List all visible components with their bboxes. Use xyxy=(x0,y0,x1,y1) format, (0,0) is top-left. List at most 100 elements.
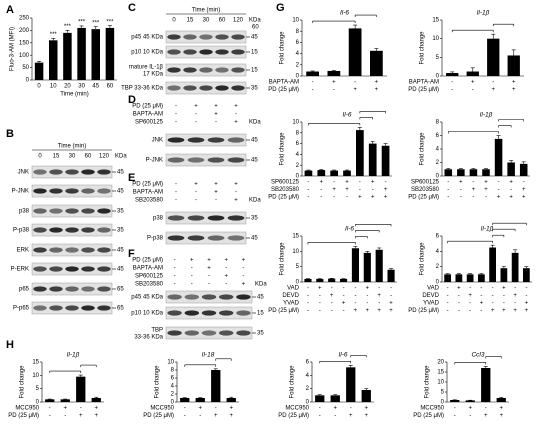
bar xyxy=(304,278,312,282)
band xyxy=(97,286,111,292)
kda-marker: 45 xyxy=(257,295,264,301)
condition-sign: - xyxy=(485,406,487,412)
condition-sign: - xyxy=(346,195,348,201)
y-axis-label: Fold change xyxy=(425,365,431,399)
kda-marker: 35 xyxy=(251,86,258,92)
x-tick-label: 0 xyxy=(37,84,41,90)
y-tick-label: 4 xyxy=(171,384,175,390)
condition-name: VAD xyxy=(287,286,300,292)
condition-sign: - xyxy=(225,282,227,288)
y-tick-label: 6 xyxy=(171,376,175,382)
condition-sign: + xyxy=(459,180,463,186)
band xyxy=(187,235,205,241)
condition-sign: - xyxy=(174,266,176,272)
condition-sign: + xyxy=(375,87,379,93)
condition-sign: + xyxy=(234,198,238,204)
band xyxy=(49,286,63,292)
condition-name: PD (25 μM) xyxy=(143,413,174,419)
condition-name: SB203580 xyxy=(135,198,164,204)
kda-marker: 45 xyxy=(251,35,258,41)
bar xyxy=(327,70,341,76)
condition-sign: - xyxy=(333,87,335,93)
band xyxy=(201,294,217,300)
blot-header: Time (min) xyxy=(58,144,86,150)
y-tick-label: 2 xyxy=(171,392,175,398)
condition-sign: - xyxy=(480,286,482,292)
condition-sign: + xyxy=(512,87,516,93)
band xyxy=(187,157,205,163)
condition-name: PD (25 μM) xyxy=(278,413,309,419)
condition-sign: + xyxy=(491,308,495,314)
condition-name: PD (25 μM) xyxy=(413,413,444,419)
band xyxy=(167,85,181,91)
y-tick-label: 0 xyxy=(436,74,440,80)
lane-label: 15 xyxy=(187,18,194,24)
bar xyxy=(34,62,44,80)
band xyxy=(33,247,47,253)
condition-sign: + xyxy=(384,195,388,201)
condition-name: PD (25 μM) xyxy=(132,182,163,188)
y-tick-label: 15 xyxy=(432,18,439,24)
y-axis-label: Fold change xyxy=(155,365,161,399)
condition-sign: - xyxy=(343,293,345,299)
condition-sign: - xyxy=(191,266,193,272)
bar xyxy=(340,278,348,282)
condition-name: PD (25 μM) xyxy=(268,308,299,314)
chart-title: Ccl3 xyxy=(471,352,484,359)
band xyxy=(167,137,185,143)
kda-marker: 45 xyxy=(117,170,124,176)
condition-sign: - xyxy=(307,301,309,307)
band xyxy=(207,215,225,221)
condition-sign: + xyxy=(63,406,67,412)
y-tick-label: 2 xyxy=(436,264,440,270)
condition-sign: - xyxy=(514,286,516,292)
condition-sign: - xyxy=(208,274,210,280)
bar xyxy=(343,170,351,176)
bar xyxy=(375,249,383,282)
band xyxy=(183,49,197,55)
condition-sign: + xyxy=(371,195,375,201)
band xyxy=(65,247,79,253)
condition-sign: - xyxy=(307,187,309,193)
condition-sign: - xyxy=(319,308,321,314)
condition-sign: - xyxy=(331,308,333,314)
band xyxy=(207,157,225,163)
band xyxy=(201,310,217,316)
condition-sign: + xyxy=(229,413,233,419)
bar xyxy=(478,274,485,282)
band xyxy=(33,208,47,214)
condition-sign: + xyxy=(502,286,506,292)
chart-title: Il-6 xyxy=(340,10,349,17)
band xyxy=(81,305,95,311)
y-axis-label: Fold change xyxy=(280,132,286,166)
condition-sign: + xyxy=(472,187,476,193)
bar xyxy=(76,376,86,402)
condition-sign: + xyxy=(214,104,218,110)
bar xyxy=(370,50,383,76)
condition-sign: - xyxy=(447,286,449,292)
bar xyxy=(361,390,371,402)
condition-sign: - xyxy=(525,286,527,292)
lane-label: 30 xyxy=(203,18,210,24)
panel-label: B xyxy=(6,128,14,140)
condition-sign: - xyxy=(307,308,309,314)
condition-sign: + xyxy=(384,187,388,193)
blot-header: Time (min) xyxy=(192,8,220,14)
y-tick-label: 250 xyxy=(19,16,30,22)
y-tick-label: 4 xyxy=(296,51,300,57)
condition-sign: + xyxy=(512,80,516,86)
condition-name: YVAD xyxy=(423,301,440,307)
condition-sign: - xyxy=(451,80,453,86)
bar xyxy=(226,398,236,402)
bar xyxy=(466,71,479,76)
bar xyxy=(507,162,515,176)
condition-sign: - xyxy=(195,190,197,196)
condition-sign: - xyxy=(331,286,333,292)
bar xyxy=(304,170,313,176)
x-tick-label: 20 xyxy=(64,84,71,90)
condition-sign: - xyxy=(319,293,321,299)
condition-sign: - xyxy=(175,198,177,204)
bar xyxy=(346,367,356,402)
condition-sign: + xyxy=(234,104,238,110)
